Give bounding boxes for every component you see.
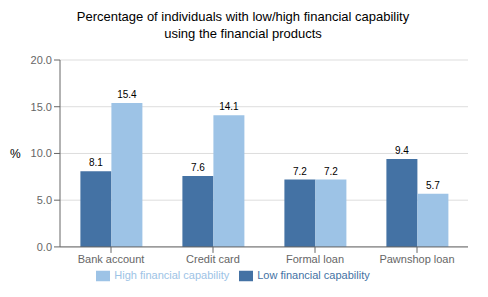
svg-text:14.1: 14.1	[219, 101, 239, 112]
svg-text:Credit card: Credit card	[186, 253, 240, 265]
svg-text:10.0: 10.0	[31, 147, 52, 159]
svg-text:7.6: 7.6	[191, 162, 205, 173]
svg-text:7.2: 7.2	[324, 166, 338, 177]
svg-text:9.4: 9.4	[395, 145, 409, 156]
html-text:Low financial capability: Low financial capability	[257, 268, 370, 281]
html-text:High financial capability: High financial capability	[114, 268, 230, 281]
svg-text:%: %	[10, 147, 21, 161]
svg-text:Bank account: Bank account	[78, 253, 145, 265]
html-text:Percentage of individuals with: Percentage of individuals with low/high …	[76, 9, 410, 24]
svg-text:Formal loan: Formal loan	[286, 253, 344, 265]
svg-text:15.4: 15.4	[117, 89, 137, 100]
svg-text:Pawnshop loan: Pawnshop loan	[379, 253, 454, 265]
svg-text:20.0: 20.0	[31, 54, 52, 66]
svg-text:5.0: 5.0	[37, 194, 52, 206]
svg-text:8.1: 8.1	[89, 157, 103, 168]
svg-text:15.0: 15.0	[31, 101, 52, 113]
svg-text:0.0: 0.0	[37, 241, 52, 253]
svg-text:5.7: 5.7	[426, 180, 440, 191]
svg-text:7.2: 7.2	[293, 166, 307, 177]
html-text:using the financial products: using the financial products	[164, 26, 322, 41]
